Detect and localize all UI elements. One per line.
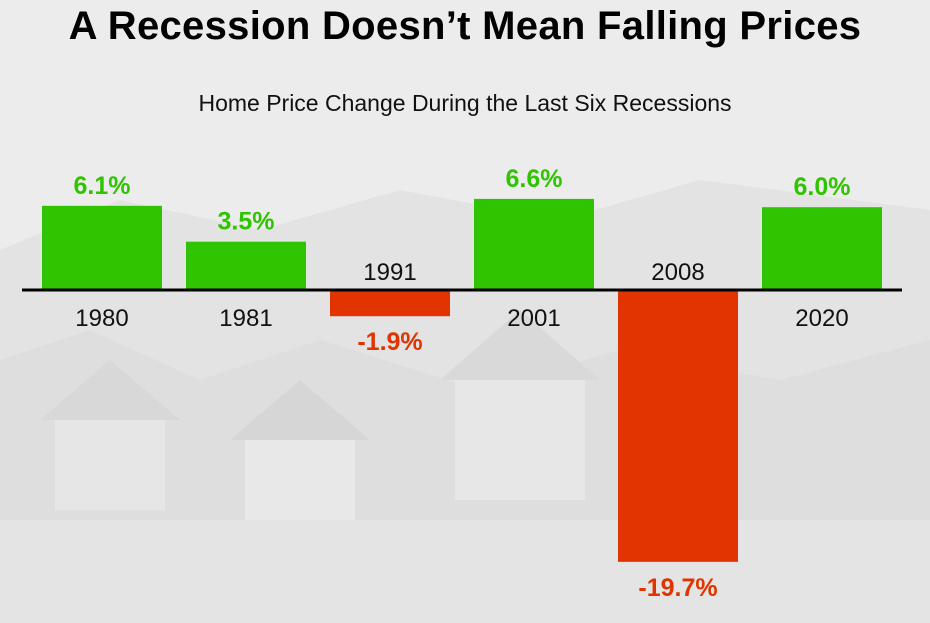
chart-title: A Recession Doesn’t Mean Falling Prices — [68, 4, 862, 48]
category-label-2008: 2008 — [651, 259, 704, 286]
value-label-2020: 6.0% — [794, 173, 851, 201]
bar-2001 — [474, 198, 594, 290]
bars-group — [42, 198, 882, 562]
bar-1981 — [186, 241, 306, 290]
bar-1991 — [330, 290, 450, 317]
category-label-1980: 1980 — [75, 305, 128, 332]
value-label-2001: 6.6% — [506, 165, 563, 193]
value-label-2008: -19.7% — [638, 574, 717, 602]
category-label-1981: 1981 — [219, 305, 272, 332]
value-label-1980: 6.1% — [74, 172, 131, 200]
bar-1980 — [42, 205, 162, 290]
bar-2008 — [618, 290, 738, 562]
value-label-1981: 3.5% — [218, 208, 275, 236]
category-label-2020: 2020 — [795, 305, 848, 332]
value-label-1991: -1.9% — [357, 328, 422, 356]
category-label-1991: 1991 — [363, 259, 416, 286]
chart-subtitle: Home Price Change During the Last Six Re… — [198, 90, 732, 116]
labels-group: 1980 6.1% 1981 3.5% 1991 -1.9% 2001 6.6% 2008 -19… — [74, 165, 851, 602]
bar-2020 — [762, 207, 882, 290]
category-label-2001: 2001 — [507, 305, 560, 332]
